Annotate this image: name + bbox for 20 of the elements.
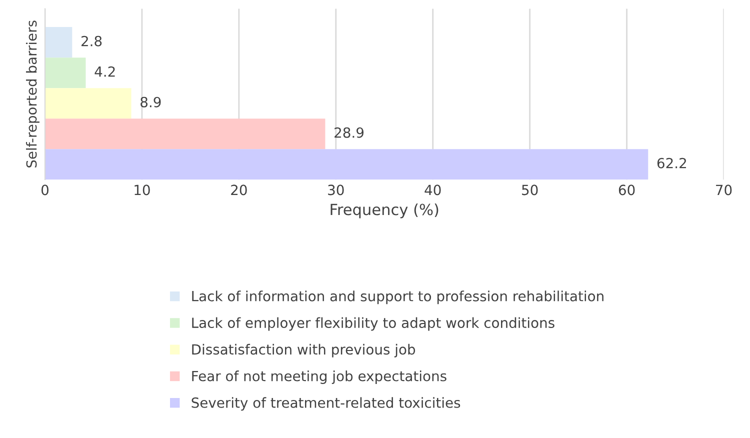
x-tick-label: 20 xyxy=(231,184,247,196)
data-label: 2.8 xyxy=(82,36,102,46)
legend-label: Dissatisfaction with previous job xyxy=(192,344,416,358)
legend-label: Lack of information and support to profession rehabilitation xyxy=(192,290,604,304)
data-label: 4.2 xyxy=(94,66,115,77)
legend-label: Fear of not meeting job expectations xyxy=(192,370,446,384)
data-label: 28.9 xyxy=(334,127,364,138)
x-tick-label: 50 xyxy=(522,184,538,196)
x-tick-label: 40 xyxy=(424,184,441,196)
legend-label: Lack of employer flexibility to adapt work conditions xyxy=(192,317,554,331)
data-label: 62.2 xyxy=(657,158,686,168)
x-tick-label: 60 xyxy=(618,184,635,196)
x-axis-title: Frequency (%) xyxy=(330,203,438,218)
x-tick-label: 10 xyxy=(134,184,150,196)
x-tick-label: 30 xyxy=(328,184,344,196)
data-label: 8.9 xyxy=(140,96,161,108)
x-tick-label: 70 xyxy=(716,184,732,196)
legend-label: Severity of treatment-related toxicities xyxy=(192,397,460,411)
y-axis-title: Self-reported barriers xyxy=(26,20,40,168)
x-tick-label: 0 xyxy=(41,184,48,196)
